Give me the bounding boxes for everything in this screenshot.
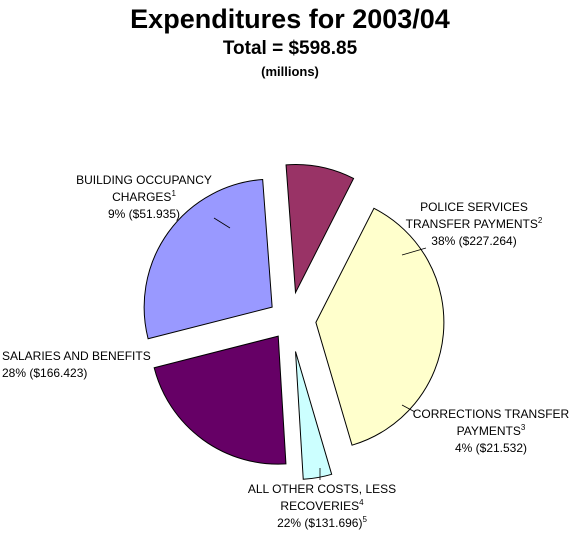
slice-salaries-benefits: [143, 178, 273, 340]
chart-units: (millions): [261, 64, 319, 79]
slice-police-services: [315, 207, 445, 446]
slice-label-corrections: CORRECTIONS TRANSFER PAYMENTS3 4% ($21.5…: [412, 407, 570, 455]
slice-building-occupancy: [285, 164, 355, 295]
slice-all-other-costs: [153, 335, 287, 465]
chart-total: Total = $598.85: [222, 38, 358, 59]
slice-label-other: ALL OTHER COSTS, LESS RECOVERIES4 22% ($…: [247, 482, 397, 530]
leader-building: [213, 217, 231, 229]
leader-police: [401, 247, 427, 256]
leader-corrections: [401, 404, 416, 413]
chart-title: Expenditures for 2003/04: [130, 4, 450, 34]
slice-label-police: POLICE SERVICES TRANSFER PAYMENTS2 38% (…: [405, 200, 543, 248]
slice-label-salaries: SALARIES AND BENEFITS 28% ($166.423): [2, 349, 151, 380]
slice-corrections: [295, 351, 333, 480]
slice-label-building: BUILDING OCCUPANCY CHARGES1 9% ($51.935): [76, 173, 212, 221]
